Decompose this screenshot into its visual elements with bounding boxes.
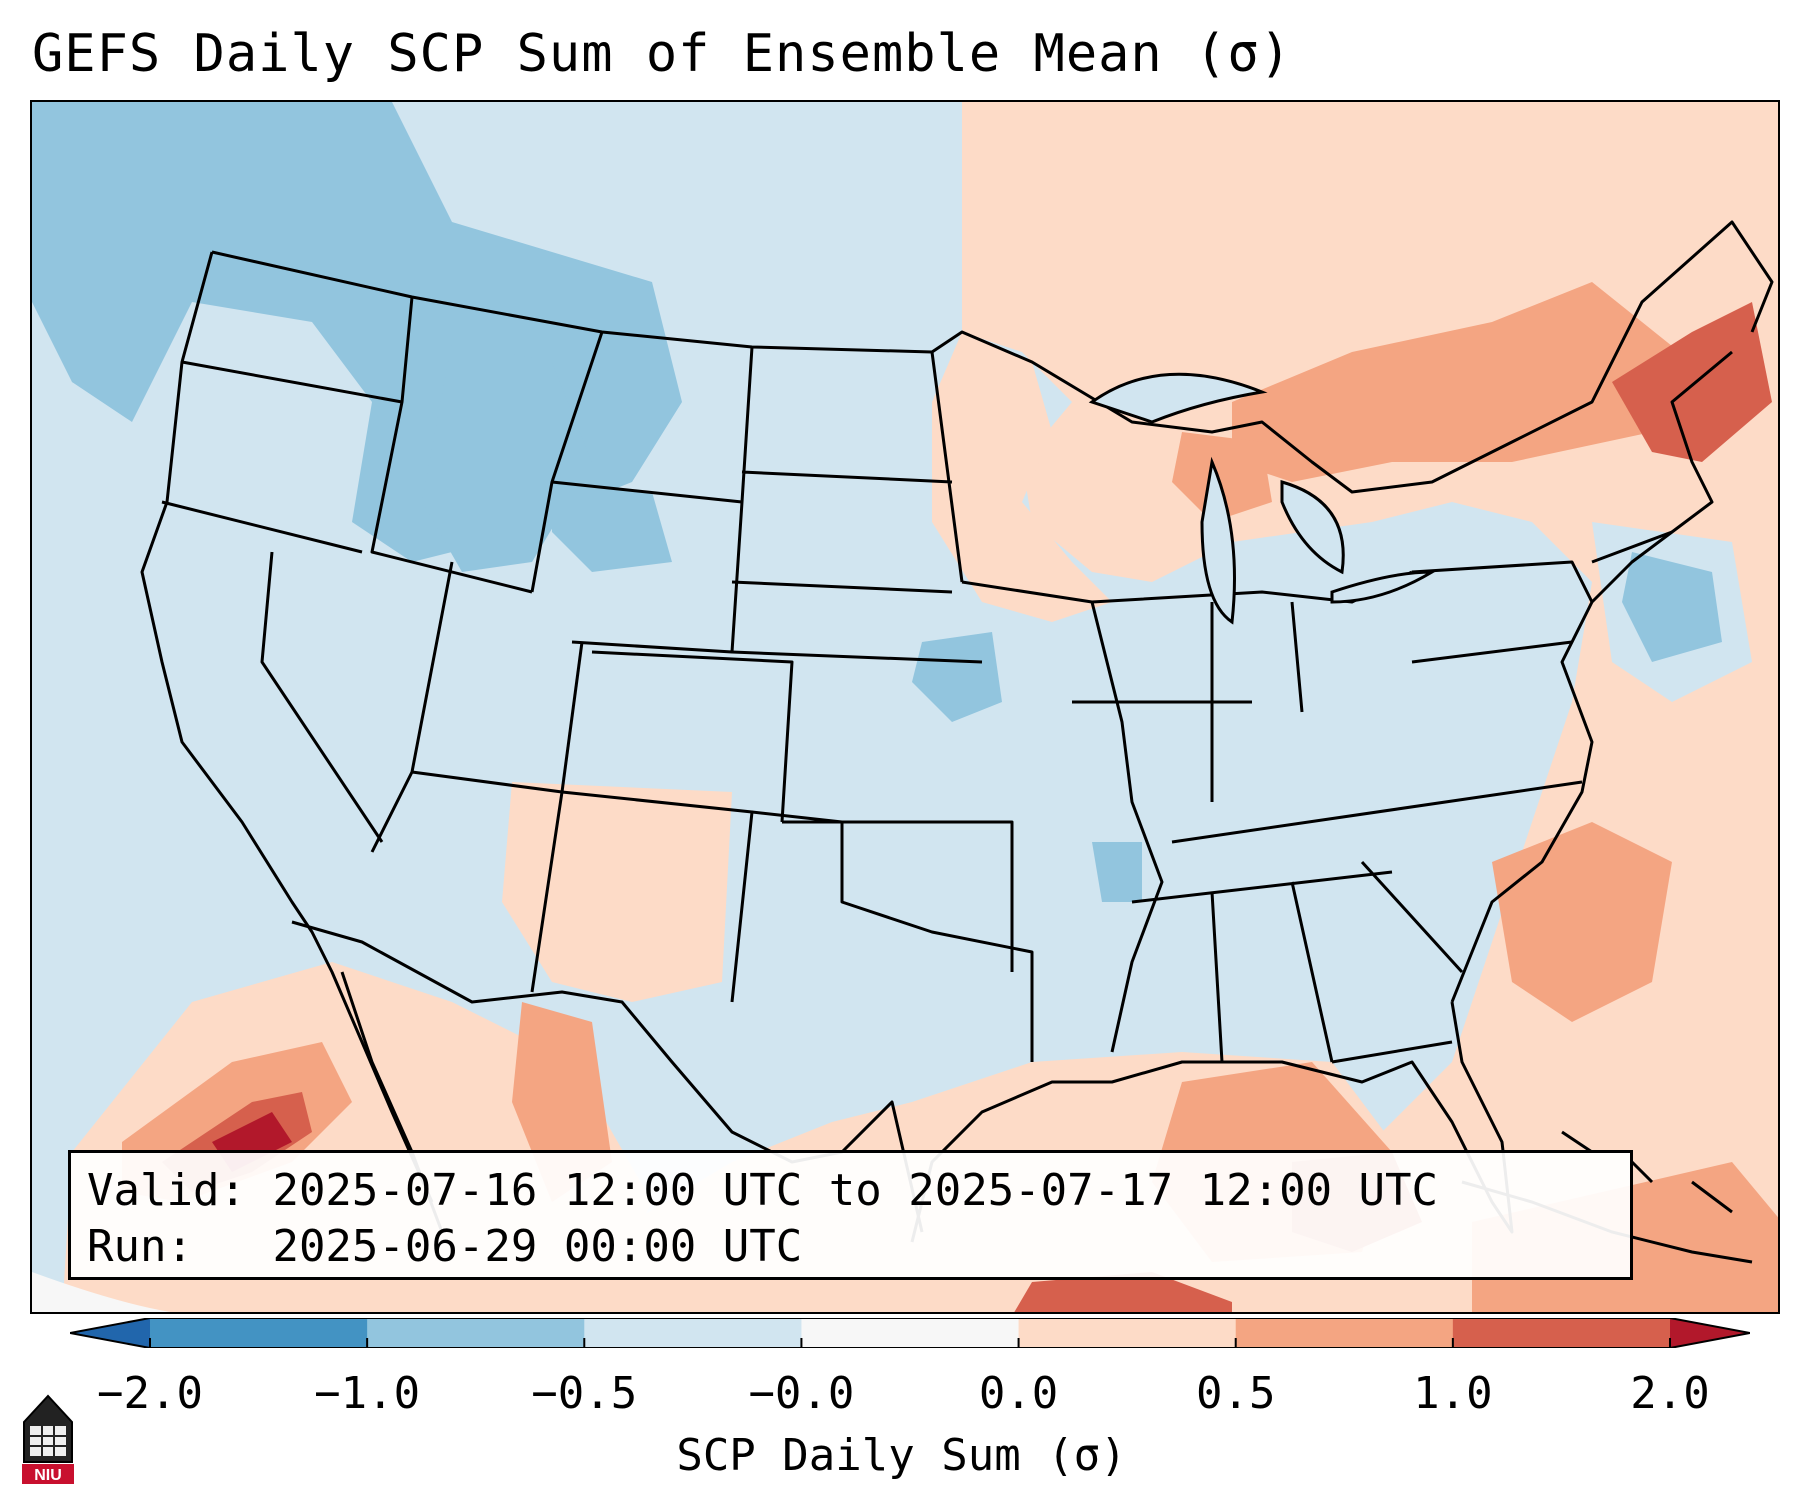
atlantic-moderate [1492,822,1672,1022]
great-lakes [1088,372,1438,625]
lower-left-neutral [32,1272,171,1312]
lake-superior [1088,372,1268,424]
lake-erie [1330,570,1438,604]
idaho-negative [422,342,592,572]
colorbar-segment [1018,1318,1237,1348]
caribbean-strong [1014,1272,1232,1312]
atlantic-negative [1622,552,1722,662]
colorbar-extend-low [70,1318,150,1348]
or-ca-line [161,500,363,554]
wyoming-negative [552,482,672,572]
colorbar-segment [367,1318,585,1348]
ut-co-line [560,641,584,793]
colorbar-tick-label: −2.0 [97,1368,203,1419]
colorbar-tick-label: 0.5 [1195,1368,1276,1419]
run-label: Run: [87,1221,193,1272]
colorbar-tick-label: −0.5 [531,1368,638,1419]
colorbar-segment [584,1318,802,1348]
lake-huron [1280,480,1345,575]
colorbar-tick-label: −0.0 [748,1368,855,1419]
scp-map [32,102,1778,1312]
colorbar-segment [150,1318,368,1348]
ne-ks-line [731,650,1014,972]
map-panel[interactable] [30,100,1780,1314]
niu-logo: NIU [22,1394,74,1484]
valid-label: Valid: [87,1165,246,1216]
valid-run-info-box: Valid: 2025-07-16 12:00 UTC to 2025-07-1… [68,1150,1633,1280]
southeast-lines [1131,860,1464,1064]
arkansas-negative [1092,842,1142,902]
colorbar-tick-label: 2.0 [1630,1368,1710,1419]
wy-line [551,480,744,654]
colorbar-label: SCP Daily Sum (σ) [676,1430,1127,1481]
southwest-positive-area [502,782,732,1002]
colorbar [70,1318,1750,1348]
id-line [370,296,533,594]
bahamas [1561,1130,1733,1214]
ca-nv-line [260,551,384,843]
co-line [591,650,794,823]
pacific-negative [62,222,182,402]
political-borders [140,220,1774,1243]
canada-border [211,220,1774,494]
valid-value: 2025-07-16 12:00 UTC to 2025-07-17 12:00… [272,1165,1439,1216]
colorbar-tick-label: 1.0 [1413,1368,1493,1419]
wa-or-line [181,360,403,404]
colorbar-segment [801,1318,1020,1348]
colorbar-segment [1452,1318,1671,1348]
mexico-border [291,920,924,1233]
dakotas [731,346,964,594]
lake-michigan [1200,456,1236,625]
midwest-lines [1072,570,1583,844]
colorbar-tick-label: 0.0 [978,1368,1059,1419]
niu-logo-text: NIU [34,1467,62,1484]
chart-title: GEFS Daily SCP Sum of Ensemble Mean (σ) [32,24,1292,84]
ok-tx-line [751,810,1034,1062]
lake-michigan-positive [1172,432,1272,522]
colorbar-tick-label: −1.0 [314,1368,421,1419]
new-england-strong [1612,302,1772,462]
northeast-lines [1411,530,1673,664]
plains-negative [912,632,1002,722]
canada-moderate-positive [1232,282,1692,482]
colorbar-extend-high [1670,1318,1750,1348]
colorbar-segment [1235,1318,1454,1348]
midwest-positive-area [932,332,1112,622]
run-value: 2025-06-29 00:00 UTC [272,1221,803,1272]
